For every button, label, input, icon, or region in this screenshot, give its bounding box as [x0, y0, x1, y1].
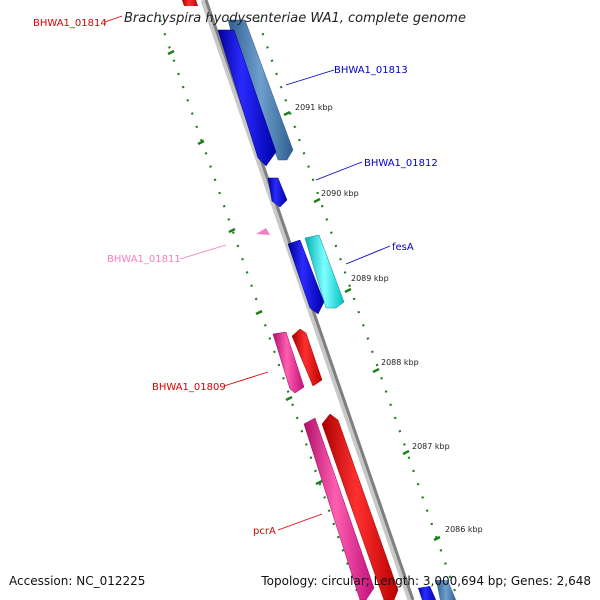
tick-label-2090: 2090 kbp [321, 189, 359, 198]
map-title: Brachyspira hyodysenteriae WA1, complete… [124, 11, 466, 26]
gene-label-bhwa1-01812[interactable]: BHWA1_01812 [364, 158, 438, 169]
genome-summary-text: Topology: circular; Length: 3,000,694 bp… [261, 574, 591, 588]
gene-labels: BHWA1_01814 BHWA1_01813 BHWA1_01812 fesA… [33, 18, 438, 537]
tick-label-2091: 2091 kbp [295, 103, 333, 112]
gene-label-bhwa1-01813[interactable]: BHWA1_01813 [334, 65, 408, 76]
gene-bhwa1-01809[interactable] [291, 328, 323, 387]
gene-fesA-blue[interactable] [287, 239, 325, 315]
gene-label-bhwa1-01809[interactable]: BHWA1_01809 [152, 382, 226, 393]
gene-label-bhwa1-01814[interactable]: BHWA1_01814 [33, 18, 107, 29]
backbone-line-shadow [200, 0, 413, 600]
accession-text: Accession: NC_012225 [9, 574, 146, 588]
major-ticks [167, 49, 441, 542]
gene-bhwa1-01812[interactable] [267, 177, 288, 208]
gene-label-leaders [104, 15, 391, 531]
tick-label-2086: 2086 kbp [445, 525, 483, 534]
tick-label-2088: 2088 kbp [381, 358, 419, 367]
gene-pcrA[interactable] [321, 413, 399, 600]
gene-bhwa1-01811[interactable] [256, 228, 270, 235]
gene-label-pcrA[interactable]: pcrA [253, 526, 276, 537]
gene-bottom-blue[interactable] [418, 586, 436, 600]
tick-labels: 2091 kbp 2090 kbp 2089 kbp 2088 kbp 2087… [295, 103, 483, 534]
gene-fesA[interactable] [304, 234, 345, 309]
tick-label-2087: 2087 kbp [412, 442, 450, 451]
gene-bhwa1-01814[interactable] [182, 0, 198, 6]
tick-label-2089: 2089 kbp [351, 274, 389, 283]
gene-pcrA-pink[interactable] [303, 417, 375, 600]
gene-bottom-steel[interactable] [436, 580, 456, 600]
gene-bhwa1-01809-pink[interactable] [272, 331, 305, 394]
gene-bhwa1-01813[interactable] [217, 29, 277, 167]
gene-label-bhwa1-01811[interactable]: BHWA1_01811 [107, 254, 181, 265]
gene-label-fesA[interactable]: fesA [392, 242, 414, 253]
